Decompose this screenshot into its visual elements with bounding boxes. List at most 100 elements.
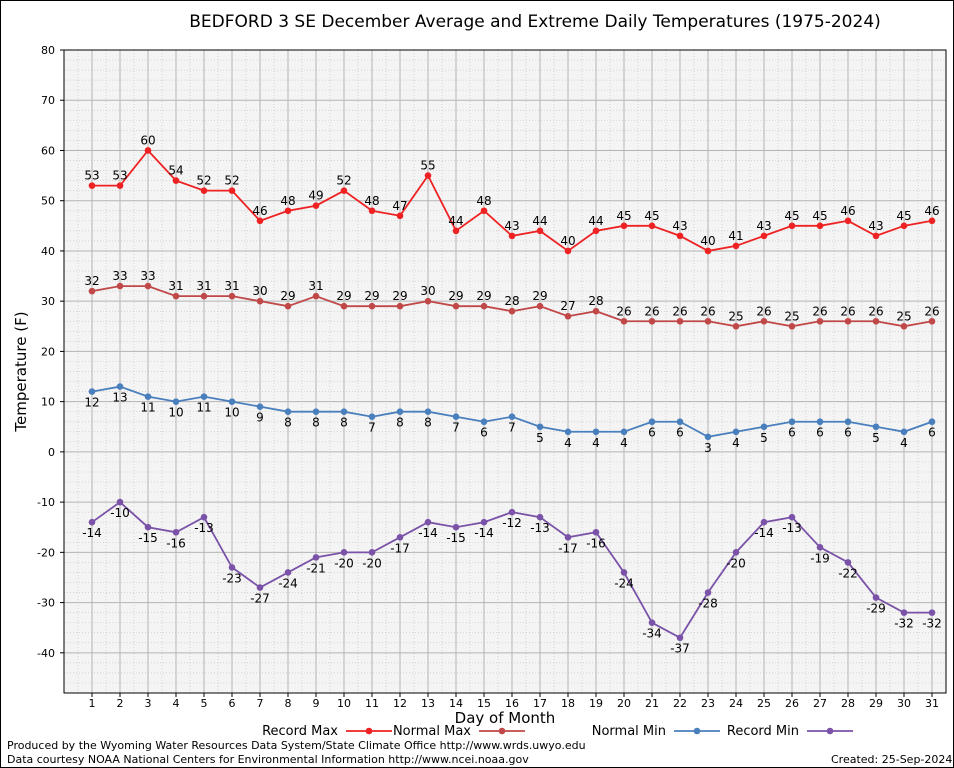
data-label: 33 (112, 269, 127, 283)
data-point (620, 428, 628, 436)
data-label: -13 (530, 521, 550, 535)
y-tick-label: -30 (37, 597, 55, 610)
data-label: 7 (368, 421, 376, 435)
x-tick-label: 3 (145, 697, 152, 710)
data-label: -14 (418, 526, 438, 540)
data-point (648, 317, 656, 325)
data-label: 46 (840, 204, 855, 218)
data-point (368, 302, 376, 310)
data-point (788, 322, 796, 330)
data-point (536, 302, 544, 310)
data-point (928, 217, 936, 225)
data-label: -17 (390, 541, 410, 555)
data-point (256, 584, 264, 591)
legend-marker (365, 727, 373, 735)
data-label: 9 (256, 411, 264, 425)
data-label: 45 (616, 209, 631, 223)
data-point (396, 302, 404, 310)
legend-label: Normal Min (592, 724, 666, 739)
data-label: 8 (424, 416, 432, 430)
x-tick-label: 29 (869, 697, 883, 710)
data-label: 45 (644, 209, 659, 223)
data-point (704, 589, 712, 596)
data-label: 8 (340, 416, 348, 430)
data-point (844, 317, 852, 325)
x-tick-label: 28 (841, 697, 855, 710)
data-label: 8 (284, 416, 292, 430)
data-label: 6 (844, 426, 852, 440)
data-label: -15 (446, 531, 466, 545)
data-point (452, 413, 460, 421)
data-label: 4 (564, 436, 572, 450)
data-label: 10 (168, 406, 183, 420)
data-label: 6 (928, 426, 936, 440)
data-label: -20 (334, 556, 354, 570)
x-tick-label: 27 (813, 697, 827, 710)
data-label: 29 (532, 289, 547, 303)
data-label: 33 (140, 269, 155, 283)
data-label: 10 (224, 406, 239, 420)
data-point (116, 498, 124, 506)
data-point (228, 292, 236, 300)
data-point (760, 518, 768, 526)
data-point (172, 528, 180, 536)
x-tick-label: 26 (785, 697, 799, 710)
y-axis-label: Temperature (F) (12, 311, 30, 432)
y-tick-label: 0 (48, 446, 55, 459)
data-label: 46 (924, 204, 939, 218)
data-point (676, 232, 684, 240)
data-point (480, 418, 488, 426)
data-point (648, 418, 656, 426)
data-label: -14 (474, 526, 494, 540)
y-tick-label: 10 (41, 396, 55, 409)
data-point (788, 418, 796, 426)
data-label: -16 (586, 536, 606, 550)
data-label: -14 (82, 526, 102, 540)
data-label: -34 (642, 627, 662, 641)
data-point (228, 564, 236, 571)
data-point (704, 247, 712, 255)
data-point (424, 297, 432, 305)
data-point (88, 182, 96, 189)
data-point (480, 207, 488, 215)
data-point (284, 302, 292, 310)
data-point (172, 292, 180, 300)
data-label: 8 (396, 416, 404, 430)
data-point (676, 634, 684, 642)
plot-frame (63, 49, 947, 694)
x-tick-label: 13 (421, 697, 435, 710)
data-label: -15 (138, 531, 158, 545)
data-point (200, 187, 208, 194)
x-tick-label: 15 (477, 697, 491, 710)
data-label: -27 (250, 592, 270, 606)
data-label: 11 (196, 401, 211, 415)
data-label: 54 (168, 164, 183, 178)
data-label: -23 (222, 571, 242, 585)
data-label: 27 (560, 299, 575, 313)
legend-label: Normal Max (393, 724, 471, 739)
data-label: 13 (112, 391, 127, 405)
x-tick-label: 12 (393, 697, 407, 710)
data-point (396, 212, 404, 220)
data-label: 3 (704, 441, 712, 455)
data-point (256, 217, 264, 225)
x-tick-label: 10 (337, 697, 351, 710)
data-point (900, 609, 908, 616)
data-point (312, 554, 320, 561)
data-label: 30 (420, 284, 435, 298)
data-label: 40 (560, 234, 575, 248)
data-label: 29 (476, 289, 491, 303)
data-label: -21 (306, 561, 326, 575)
data-label: 41 (728, 229, 743, 243)
data-point (396, 408, 404, 415)
x-tick-label: 16 (505, 697, 519, 710)
data-label: 26 (812, 304, 827, 318)
data-point (88, 518, 96, 526)
data-label: 26 (924, 304, 939, 318)
data-point (228, 187, 236, 194)
data-label: 26 (644, 304, 659, 318)
data-label: 45 (784, 209, 799, 223)
data-label: 6 (788, 426, 796, 440)
data-label: -32 (894, 617, 914, 631)
legend-marker (693, 727, 701, 735)
